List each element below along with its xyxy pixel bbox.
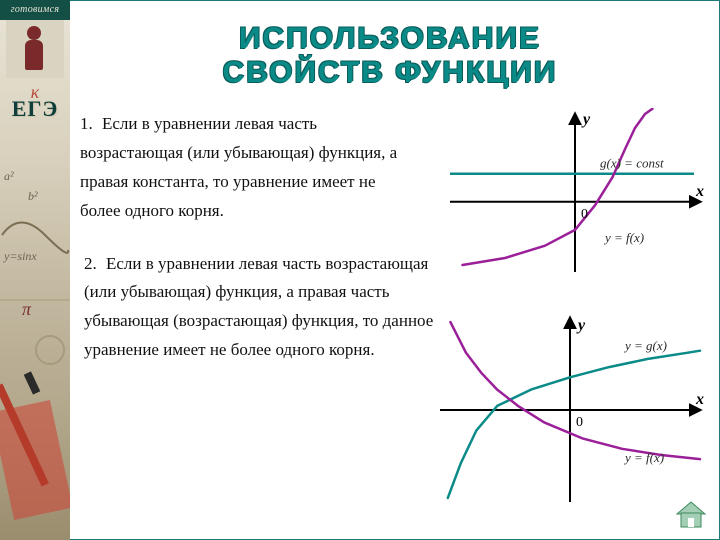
paragraph-2-number: 2. bbox=[84, 250, 106, 279]
svg-text:x: x bbox=[695, 183, 704, 200]
home-icon[interactable] bbox=[674, 500, 708, 530]
strip-top-label: готовимся bbox=[0, 0, 70, 20]
graph-1: y x 0 g(x) = const y = f(x) bbox=[440, 108, 710, 278]
svg-text:g(x) = const: g(x) = const bbox=[600, 156, 664, 171]
svg-text:y = f(x): y = f(x) bbox=[603, 230, 644, 245]
paragraph-2: 2.Если в уравнении левая часть возрастаю… bbox=[80, 250, 444, 366]
svg-text:b²: b² bbox=[28, 189, 38, 203]
title-line-1: ИСПОЛЬЗОВАНИЕ bbox=[80, 22, 700, 56]
paragraph-1: 1.Если в уравнении левая часть возрастаю… bbox=[80, 110, 420, 226]
strip-person-icon bbox=[6, 20, 64, 78]
strip-math-background: a² b² y=sinx π bbox=[0, 140, 70, 540]
graph-2: y x 0 y = g(x) y = f(x) bbox=[430, 310, 710, 510]
svg-text:a²: a² bbox=[4, 169, 14, 183]
svg-text:y = g(x): y = g(x) bbox=[623, 338, 667, 353]
svg-text:y=sinx: y=sinx bbox=[3, 249, 37, 263]
svg-text:y: y bbox=[581, 111, 591, 128]
slide: готовимся к ЕГЭ a² b² y=sinx π ИСПОЛЬЗОВ… bbox=[0, 0, 720, 540]
svg-text:y: y bbox=[576, 317, 586, 334]
svg-text:0: 0 bbox=[581, 207, 588, 222]
paragraph-2-text: Если в уравнении левая часть возрастающа… bbox=[84, 254, 433, 360]
paragraph-1-text: Если в уравнении левая часть возрастающа… bbox=[80, 114, 397, 220]
title-line-2: СВОЙСТВ ФУНКЦИИ bbox=[80, 56, 700, 90]
svg-text:y = f(x): y = f(x) bbox=[623, 450, 664, 465]
slide-title: ИСПОЛЬЗОВАНИЕ СВОЙСТВ ФУНКЦИИ bbox=[80, 22, 700, 90]
svg-text:0: 0 bbox=[576, 415, 583, 430]
svg-text:π: π bbox=[22, 299, 32, 319]
paragraph-1-number: 1. bbox=[80, 110, 102, 139]
body-text: 1.Если в уравнении левая часть возрастаю… bbox=[80, 110, 420, 389]
strip-ege-label: ЕГЭ bbox=[0, 96, 70, 122]
left-decoration-strip: готовимся к ЕГЭ a² b² y=sinx π bbox=[0, 0, 70, 540]
svg-text:x: x bbox=[695, 391, 704, 408]
